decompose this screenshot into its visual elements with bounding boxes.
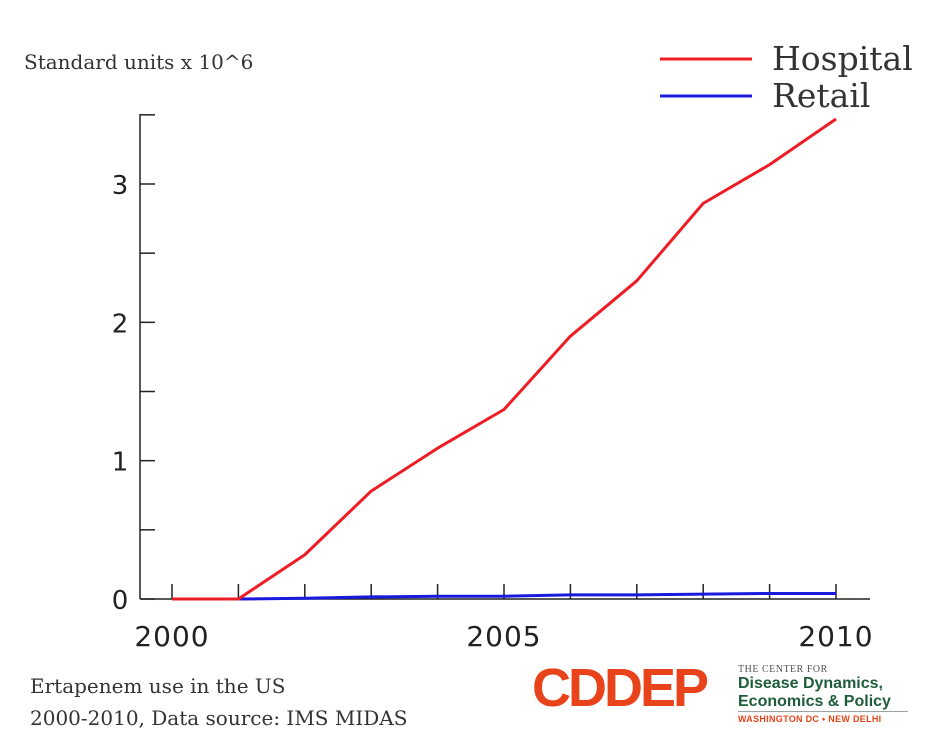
x-tick-label: 2000	[134, 620, 209, 653]
series-lines	[172, 117, 837, 601]
y-tick-label: 1	[112, 448, 129, 478]
logo-tagline-2b: Economics & Policy	[738, 693, 891, 710]
x-tick-label: 2010	[798, 620, 873, 653]
y-tick-label: 3	[112, 171, 129, 201]
caption-line-2: 2000-2010, Data source: IMS MIDAS	[30, 706, 408, 730]
legend-label-hospital: Hospital	[772, 39, 913, 78]
logo-tagline-2a: Disease Dynamics,	[738, 675, 883, 692]
series-line-retail	[172, 591, 836, 601]
ticks: 0 1 2 3 2000 2005 2010	[112, 114, 873, 653]
logo-tagline-2: Disease Dynamics, Economics & Policy	[738, 675, 891, 711]
logo-tagline-3: WASHINGTON DC • NEW DELHI	[738, 714, 882, 724]
series-line-hospital	[172, 117, 837, 601]
axes	[139, 114, 870, 600]
line-chart: Standard units x 10^6 0 1 2 3 2000 2005 2010 H…	[24, 39, 913, 653]
caption-line-1: Ertapenem use in the US	[30, 674, 286, 698]
y-tick-label: 2	[112, 309, 129, 339]
legend-label-retail: Retail	[772, 76, 870, 115]
y-tick-label: 0	[112, 586, 129, 616]
logo-wordmark: CDDEP	[532, 658, 709, 718]
logo-tagline-1: THE CENTER FOR	[738, 664, 828, 675]
logo-rule	[738, 711, 908, 712]
y-axis-label: Standard units x 10^6	[24, 50, 253, 74]
cddep-logo: CDDEP THE CENTER FOR Disease Dynamics, E…	[532, 658, 912, 748]
x-tick-label: 2005	[466, 620, 541, 653]
